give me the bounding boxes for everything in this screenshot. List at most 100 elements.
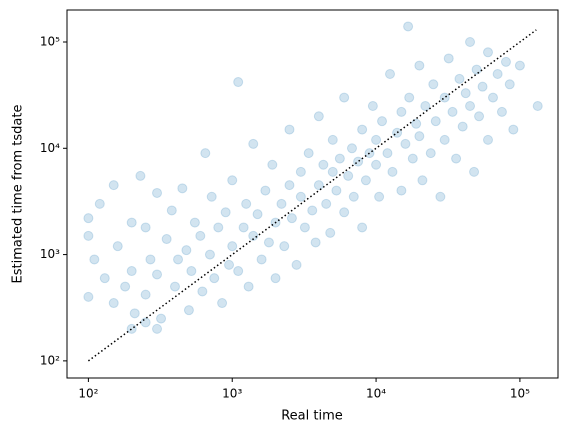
point <box>108 180 119 191</box>
point <box>360 175 371 186</box>
point <box>371 134 382 145</box>
point <box>83 291 94 302</box>
point <box>325 227 336 238</box>
point <box>120 281 131 292</box>
point <box>477 81 488 92</box>
point <box>428 79 439 90</box>
axes-frame <box>66 9 559 379</box>
point <box>460 88 471 99</box>
point <box>411 118 422 129</box>
point <box>474 111 485 122</box>
point <box>307 205 318 216</box>
point <box>403 21 414 32</box>
point <box>152 323 163 334</box>
point <box>482 134 493 145</box>
point <box>303 148 314 159</box>
point <box>532 100 543 111</box>
point <box>126 266 137 277</box>
point <box>331 185 342 196</box>
reference-line <box>87 29 537 362</box>
point <box>295 166 306 177</box>
point <box>217 298 228 309</box>
point <box>295 191 306 202</box>
point <box>227 241 238 252</box>
point <box>233 77 244 88</box>
point <box>260 185 271 196</box>
point <box>227 175 238 186</box>
point <box>425 148 436 159</box>
point <box>339 92 350 103</box>
point <box>396 185 407 196</box>
point <box>374 191 385 202</box>
point <box>181 245 192 256</box>
point <box>276 198 287 209</box>
point <box>206 191 217 202</box>
point <box>387 166 398 177</box>
point <box>318 159 329 170</box>
point <box>357 124 368 135</box>
point <box>195 230 206 241</box>
point <box>140 317 151 328</box>
point <box>357 222 368 233</box>
point <box>396 106 407 117</box>
point <box>310 237 321 248</box>
point <box>279 241 290 252</box>
point <box>156 313 167 324</box>
point <box>321 198 332 209</box>
point <box>454 73 465 84</box>
point <box>500 56 511 67</box>
x-tick-label: 10⁵ <box>510 387 530 401</box>
point <box>161 234 172 245</box>
point <box>135 170 146 181</box>
point <box>94 198 105 209</box>
x-tick-label: 10³ <box>222 387 242 401</box>
point <box>447 106 458 117</box>
point <box>186 266 197 277</box>
point <box>465 100 476 111</box>
point <box>346 143 357 154</box>
point <box>334 153 345 164</box>
point <box>126 217 137 228</box>
point <box>504 79 515 90</box>
point <box>420 100 431 111</box>
y-tick-label: 10³ <box>40 247 60 261</box>
point <box>367 100 378 111</box>
point <box>443 53 454 64</box>
point <box>414 60 425 71</box>
point <box>209 273 220 284</box>
point <box>313 180 324 191</box>
point <box>112 241 123 252</box>
point <box>213 222 224 233</box>
point <box>200 148 211 159</box>
point <box>99 273 110 284</box>
point <box>327 166 338 177</box>
point <box>348 191 359 202</box>
point <box>284 124 295 135</box>
point <box>173 254 184 265</box>
point <box>353 156 364 167</box>
point <box>83 230 94 241</box>
point <box>166 205 177 216</box>
point <box>457 121 468 132</box>
point <box>256 254 267 265</box>
point <box>451 153 462 164</box>
point <box>169 281 180 292</box>
point <box>241 198 252 209</box>
point <box>224 259 235 270</box>
point <box>377 116 388 127</box>
y-tick-label: 10⁵ <box>40 34 60 48</box>
point <box>496 106 507 117</box>
point <box>129 308 140 319</box>
point <box>339 207 350 218</box>
y-tick-label: 10⁴ <box>40 141 60 155</box>
point <box>514 60 525 71</box>
point <box>145 254 156 265</box>
point <box>313 111 324 122</box>
point <box>140 289 151 300</box>
point <box>508 124 519 135</box>
point <box>140 222 151 233</box>
point <box>417 175 428 186</box>
point <box>430 116 441 127</box>
